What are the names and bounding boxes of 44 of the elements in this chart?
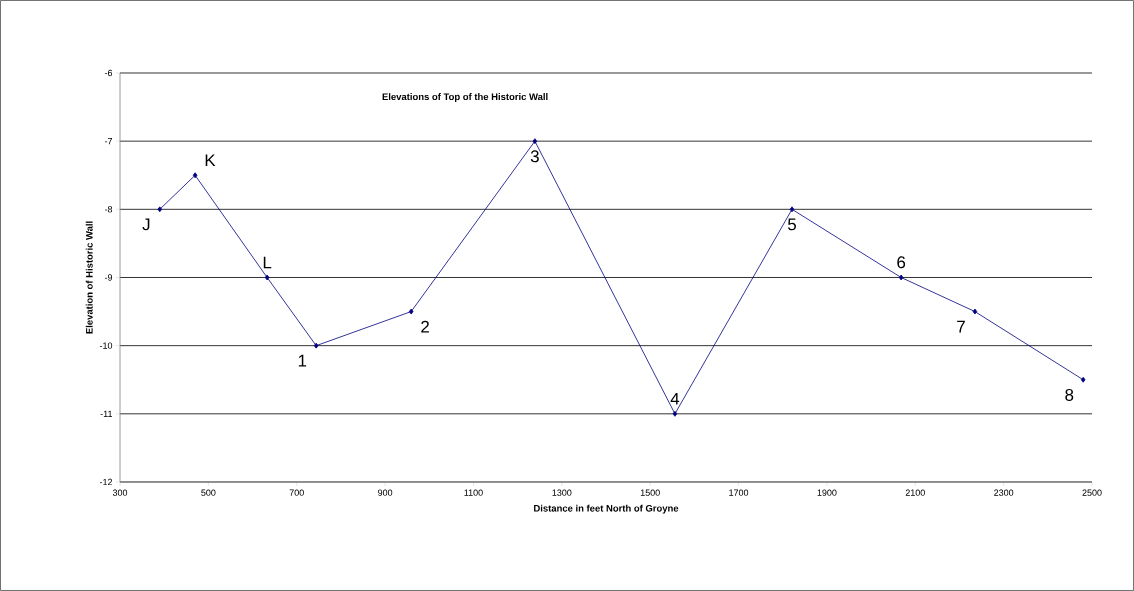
x-tick-label: 2300: [994, 489, 1014, 496]
point: [192, 172, 198, 179]
annotation: 5: [787, 218, 797, 231]
annotation: L: [263, 256, 272, 269]
annotation: 7: [957, 320, 965, 333]
point: [789, 206, 795, 213]
point: [264, 274, 270, 281]
y-tick-label: -6: [104, 69, 113, 77]
x-tick-label: 500: [201, 489, 216, 496]
text: Elevations of Top of the Historic Wall: [382, 93, 548, 102]
y-tick-label: -8: [104, 206, 113, 213]
x-tick-label: 1300: [552, 489, 572, 496]
x-tick-label: 1500: [640, 489, 660, 496]
x-tick-label: 1100: [464, 489, 483, 496]
y-tick-label: -11: [100, 410, 113, 417]
annotation: K: [205, 154, 216, 167]
point: [672, 410, 678, 417]
y-tick-label: -12: [99, 478, 113, 486]
point: [157, 206, 163, 213]
point: [1080, 376, 1086, 383]
annotation: 6: [897, 256, 906, 269]
annotation: 3: [530, 150, 539, 163]
y-tick-label: -7: [104, 138, 113, 145]
annotation: 4: [670, 392, 680, 405]
y-tick-label: -10: [99, 342, 113, 349]
point: [972, 308, 978, 315]
x-tick-label: 1900: [817, 489, 837, 496]
point: [408, 308, 414, 315]
x-tick-label: 2500: [1082, 489, 1102, 496]
annotation: 1: [298, 354, 307, 367]
y-axis-title: Elevation of Historic Wall: [85, 221, 93, 334]
annotation: 2: [421, 320, 429, 333]
x-tick-label: 700: [289, 489, 304, 496]
x-tick-label: 900: [378, 489, 393, 496]
annotation: 8: [1065, 388, 1074, 401]
x-axis-title: Distance in feet North of Groyne: [534, 504, 679, 514]
x-tick-label: 1700: [729, 489, 749, 496]
x-tick-label: 300: [112, 489, 128, 496]
y-tick-label: -9: [104, 274, 113, 281]
point: [532, 138, 538, 145]
annotation: J: [142, 218, 150, 231]
point: [898, 274, 904, 281]
x-tick-label: 2100: [905, 489, 925, 496]
point: [313, 342, 319, 349]
